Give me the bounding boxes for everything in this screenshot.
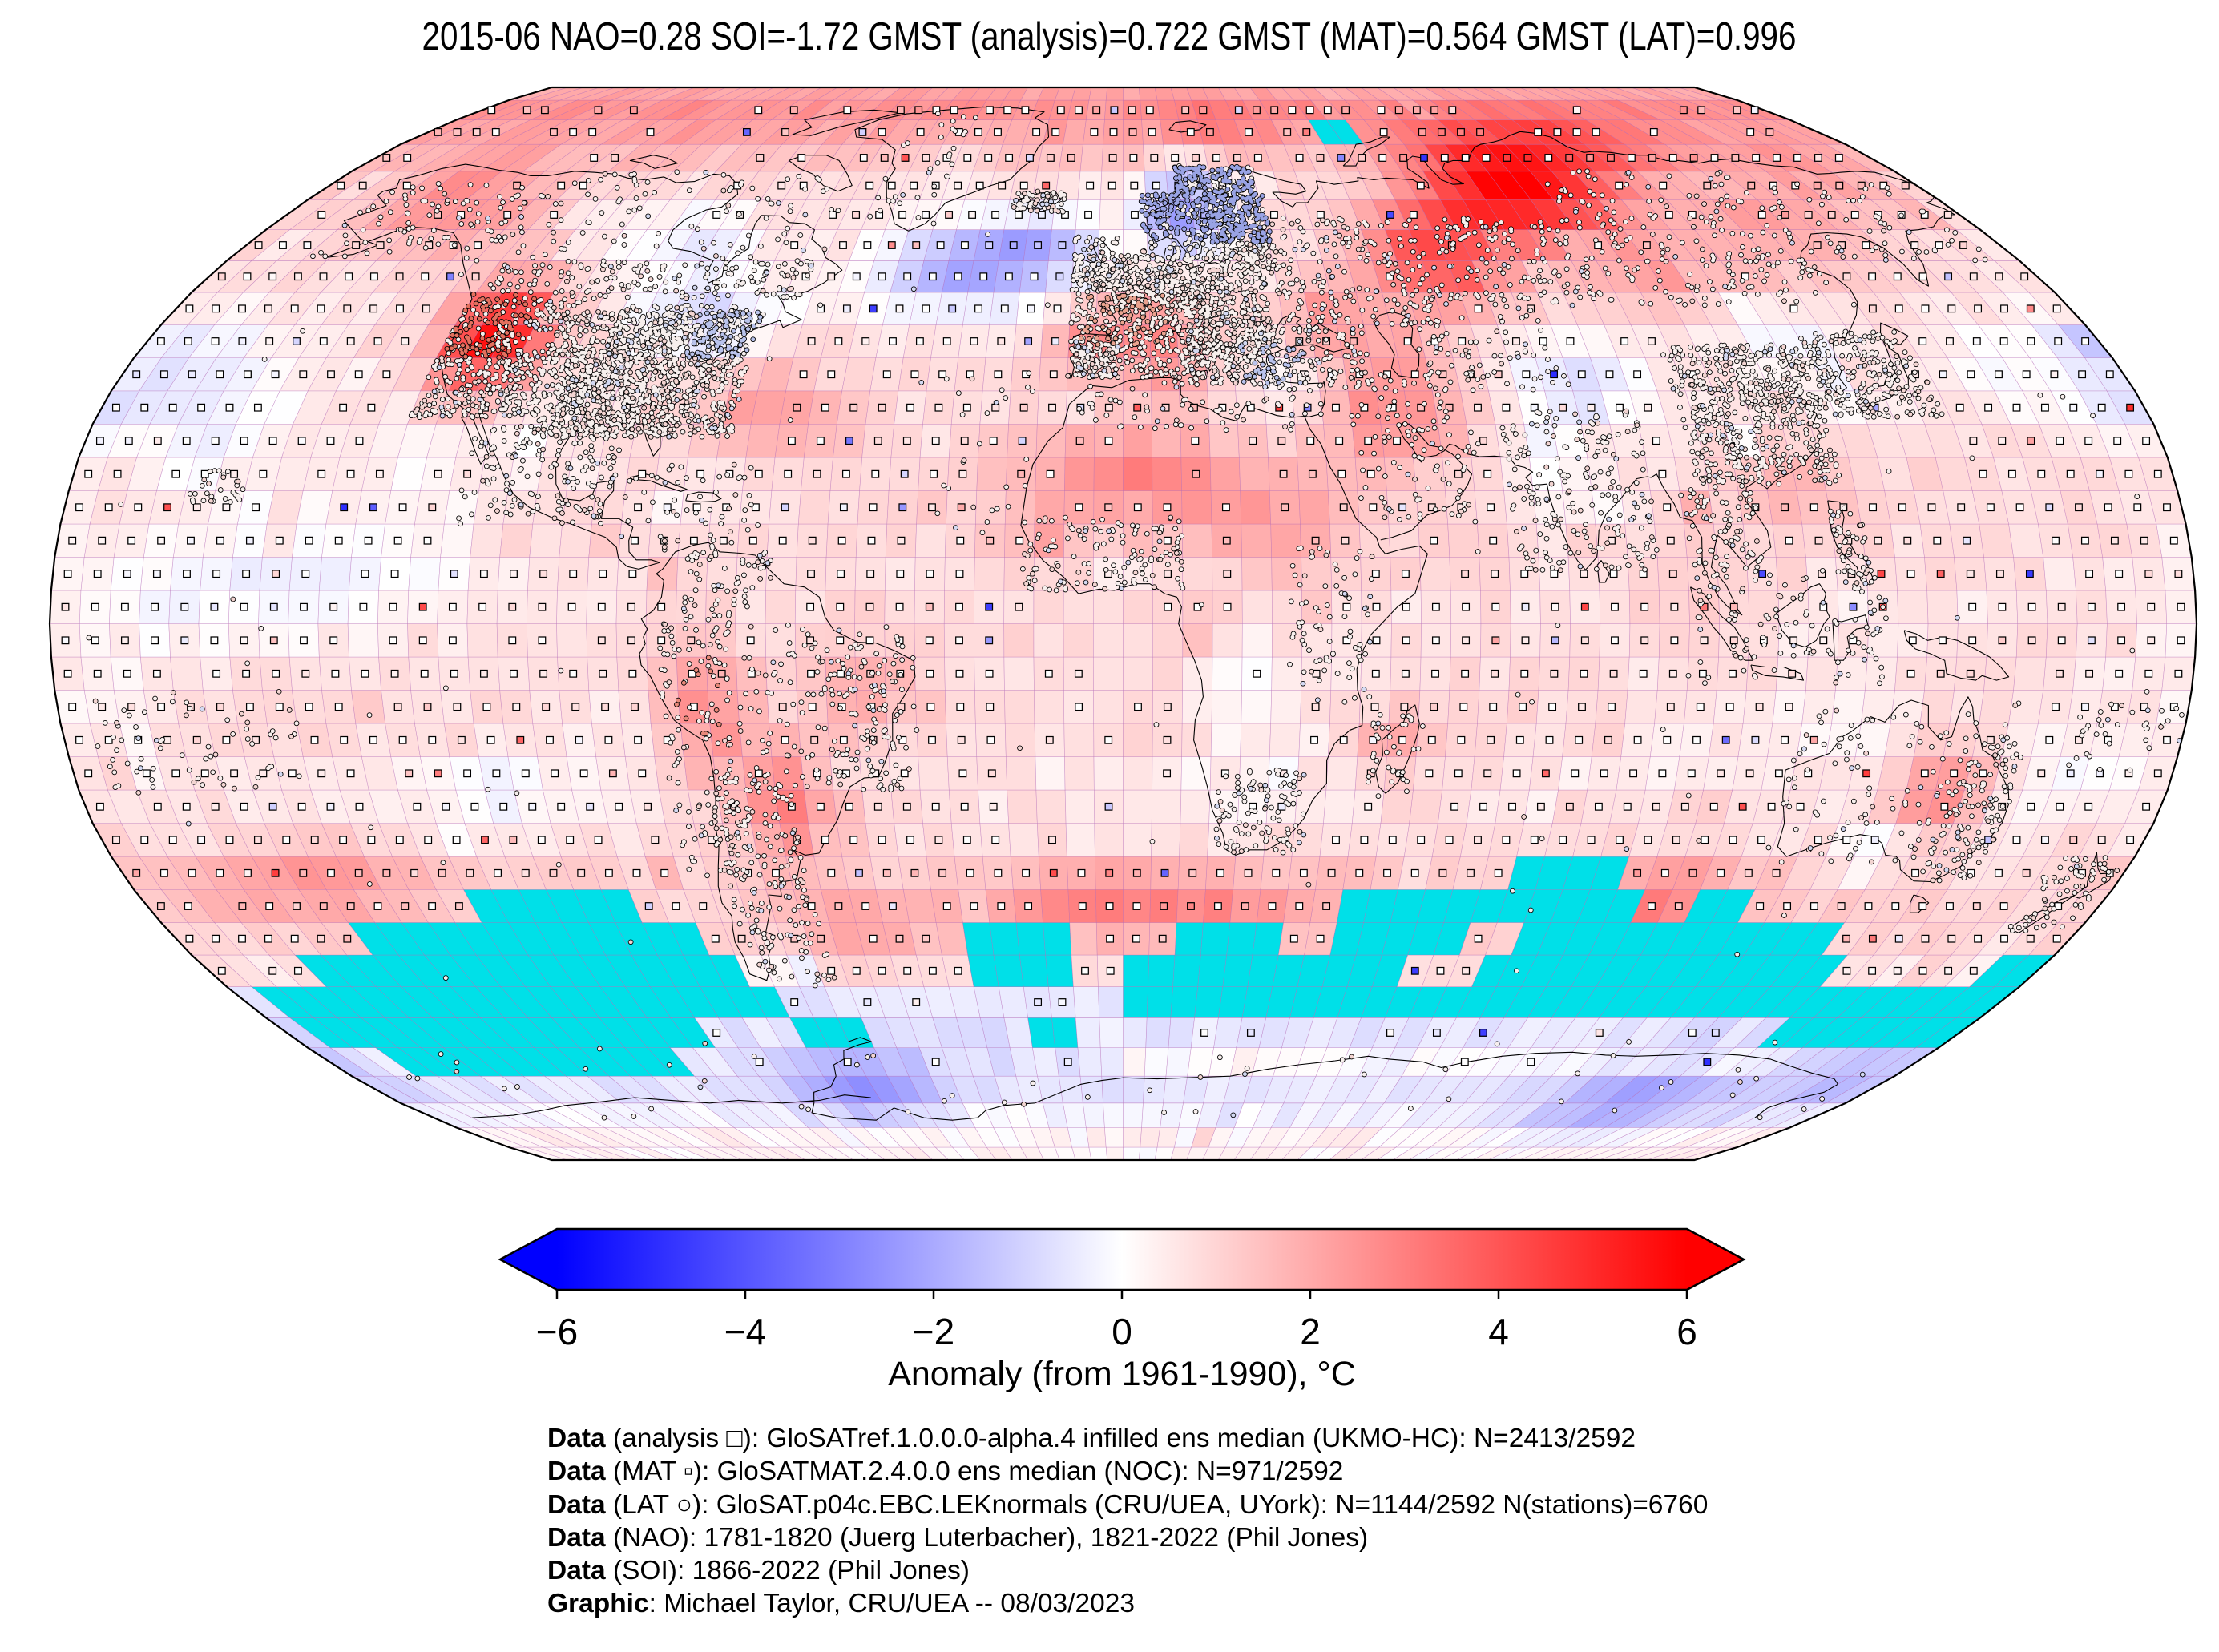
svg-text:Data (MAT ▫): GloSATMAT.2.4.0.: Data (MAT ▫): GloSATMAT.2.4.0.0 ens medi… xyxy=(547,1457,1343,1486)
svg-text:−6: −6 xyxy=(536,1311,578,1352)
svg-text:2015-06 NAO=0.28 SOI=-1.72 GMS: 2015-06 NAO=0.28 SOI=-1.72 GMST (analysi… xyxy=(422,15,1797,58)
svg-text:Data (LAT ○): GloSAT.p04c.EBC.: Data (LAT ○): GloSAT.p04c.EBC.LEKnormals… xyxy=(547,1490,1708,1520)
svg-text:Data (analysis □): GloSATref.1: Data (analysis □): GloSATref.1.0.0.0-alp… xyxy=(547,1424,1636,1453)
svg-text:Data (SOI): 1866-2022 (Phil Jo: Data (SOI): 1866-2022 (Phil Jones) xyxy=(547,1556,970,1586)
svg-text:2: 2 xyxy=(1300,1311,1321,1352)
svg-text:6: 6 xyxy=(1676,1311,1697,1352)
svg-text:4: 4 xyxy=(1488,1311,1509,1352)
svg-text:Anomaly (from 1961-1990), °C: Anomaly (from 1961-1990), °C xyxy=(888,1355,1356,1393)
svg-text:−2: −2 xyxy=(913,1311,954,1352)
svg-text:Graphic: Michael Taylor, CRU/U: Graphic: Michael Taylor, CRU/UEA -- 08/0… xyxy=(547,1589,1135,1618)
svg-text:0: 0 xyxy=(1112,1311,1132,1352)
svg-text:−4: −4 xyxy=(724,1311,766,1352)
svg-text:Data (NAO): 1781-1820 (Juerg L: Data (NAO): 1781-1820 (Juerg Luterbacher… xyxy=(547,1523,1368,1553)
